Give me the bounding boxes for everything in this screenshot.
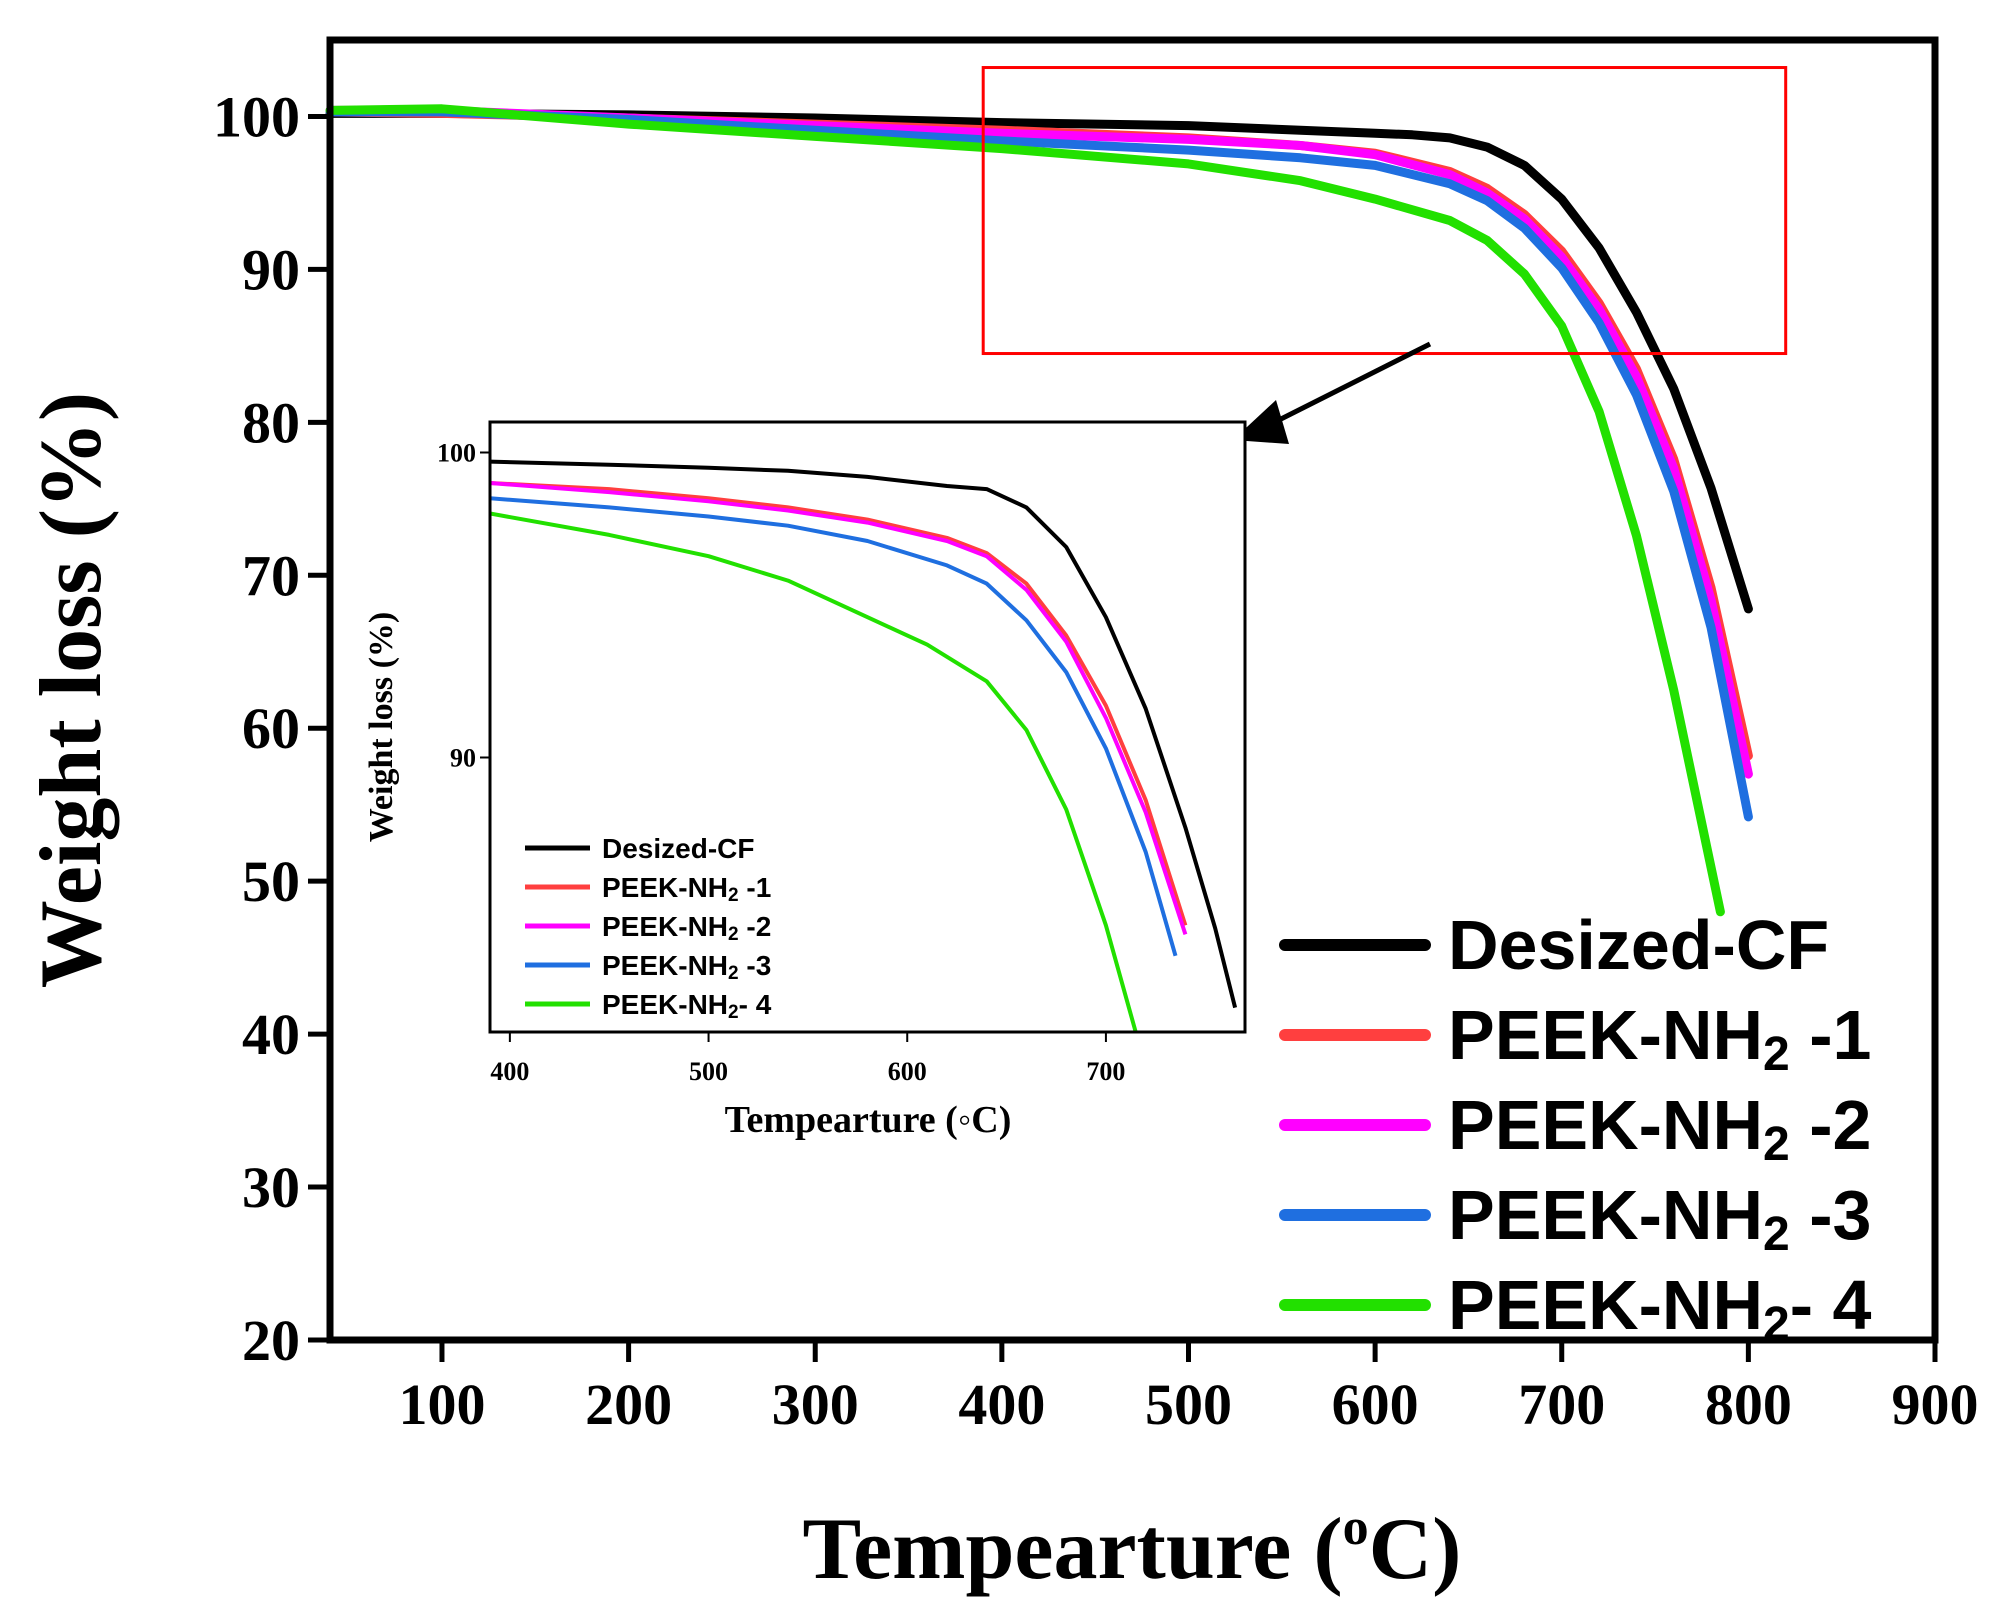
inset-legend-label: PEEK-NH2 -3	[602, 950, 771, 984]
inset-y-tick-label: 90	[450, 744, 476, 773]
main-series-line-4	[325, 107, 1753, 822]
main-y-tick-label: 50	[242, 849, 300, 914]
inset-legend-label: PEEK-NH2- 4	[602, 989, 772, 1023]
inset-chart: 400 500 600 700 90 100 Tempearture (◦C) Weig…	[363, 420, 1247, 1141]
main-x-axis-label: Tempearture (oC)	[803, 1499, 1462, 1598]
zoom-arrow-line	[1273, 341, 1432, 425]
main-x-tick-label: 200	[585, 1372, 672, 1437]
inset-x-axis-label: Tempearture (◦C)	[725, 1099, 1012, 1141]
inset-legend-label: PEEK-NH2 -1	[602, 872, 771, 906]
inset-x-ticks: 400 500 600 700	[490, 1032, 1125, 1086]
inset-x-tick-label: 700	[1086, 1057, 1125, 1086]
inset-x-tick-label: 400	[490, 1057, 529, 1086]
main-chart: 100 200 300 400 500 600 700 800 900 20 30 40 50 60 70…	[23, 36, 1979, 1598]
main-x-tick-label: 600	[1332, 1372, 1419, 1437]
main-plot-frame	[326, 36, 1939, 1344]
main-y-tick-label: 80	[242, 390, 300, 455]
main-x-tick-label: 400	[958, 1372, 1045, 1437]
inset-series-line-4	[490, 496, 1178, 957]
main-legend-label: PEEK-NH2 -1	[1448, 996, 1871, 1081]
zoom-arrow-head	[1233, 400, 1289, 444]
main-y-tick-label: 100	[213, 84, 300, 149]
inset-series-line-3	[490, 481, 1188, 936]
main-x-tick-label: 100	[398, 1372, 485, 1437]
main-x-tick-label: 700	[1518, 1372, 1605, 1437]
main-legend-label: PEEK-NH2- 4	[1448, 1266, 1872, 1351]
inset-series-group	[490, 459, 1238, 1032]
main-y-tick-label: 70	[242, 543, 300, 608]
inset-y-tick-label: 100	[437, 439, 476, 468]
main-y-ticks: 20 30 40 50 60 70 80 90 100	[213, 84, 330, 1373]
inset-y-axis-label: Weight loss (%)	[363, 612, 400, 842]
main-x-tick-label: 900	[1892, 1372, 1979, 1437]
main-x-tick-label: 800	[1705, 1372, 1792, 1437]
highlight-box	[981, 66, 1788, 356]
main-series-group	[325, 104, 1753, 917]
main-x-tick-label: 300	[772, 1372, 859, 1437]
inset-legend: Desized-CF PEEK-NH2 -1 PEEK-NH2 -2 PEEK-NH2…	[525, 833, 772, 1023]
main-series-line-1	[325, 108, 1753, 614]
main-series-line-5	[325, 104, 1725, 917]
main-legend-label: PEEK-NH2 -3	[1448, 1176, 1871, 1261]
main-legend-label: Desized-CF	[1448, 906, 1829, 984]
inset-legend-label: Desized-CF	[602, 833, 754, 864]
main-x-ticks: 100 200 300 400 500 600 700 800 900	[398, 1340, 1979, 1437]
inset-series-line-5	[490, 511, 1138, 1032]
main-y-axis-label: Weight loss (%)	[23, 392, 120, 988]
inset-legend-label: PEEK-NH2 -2	[602, 911, 771, 945]
main-y-tick-label: 40	[242, 1002, 300, 1067]
main-y-tick-label: 20	[242, 1308, 300, 1373]
inset-x-tick-label: 500	[689, 1057, 728, 1086]
inset-series-line-1	[490, 459, 1238, 1009]
inset-x-tick-label: 600	[888, 1057, 927, 1086]
main-x-tick-label: 500	[1145, 1372, 1232, 1437]
main-y-tick-label: 60	[242, 696, 300, 761]
main-y-tick-label: 30	[242, 1155, 300, 1220]
inset-series-line-2	[490, 481, 1188, 926]
main-y-tick-label: 90	[242, 237, 300, 302]
inset-plot-frame	[488, 420, 1247, 1034]
inset-y-ticks: 90 100	[437, 439, 490, 773]
main-legend-label: PEEK-NH2 -2	[1448, 1086, 1871, 1171]
